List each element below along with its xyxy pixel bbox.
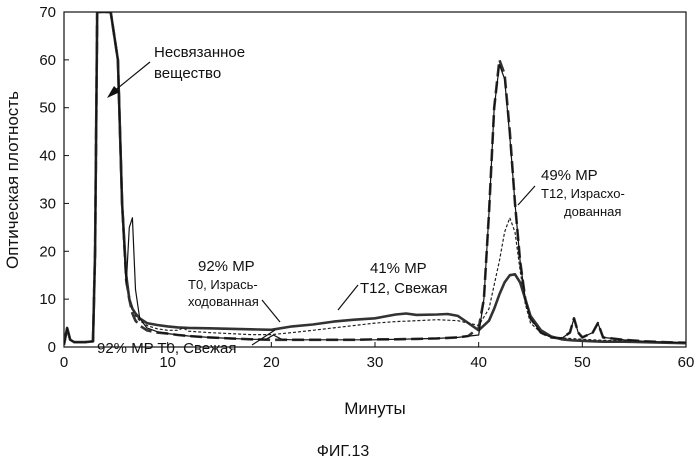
y-tick-label: 20 <box>39 243 56 260</box>
leader-92mp-t0-fresh <box>251 329 276 346</box>
leader-92mp-t0-used <box>261 299 281 323</box>
annotation-unbound-line2: вещество <box>154 65 221 82</box>
y-tick-label: 10 <box>39 291 56 308</box>
leader-49mp-t12-used <box>517 185 536 206</box>
series-layer <box>64 12 686 345</box>
annotation-92mp-t0-used-line2: T0, Изрась- <box>188 277 258 292</box>
annotation-41mp-t12-fresh-line2: T12, Свежая <box>360 280 448 297</box>
annotation-92mp-t0-used-line3: ходованная <box>188 294 259 309</box>
leader-41mp-t12-fresh <box>337 284 359 311</box>
x-tick-label: 10 <box>159 354 176 371</box>
x-tick-label: 50 <box>574 354 591 371</box>
y-tick-label: 0 <box>48 339 56 356</box>
leader-unbound-arrowhead <box>107 86 120 98</box>
x-tick-label: 60 <box>678 354 695 371</box>
annotation-41mp-t12-fresh-line1: 41% MP <box>370 260 427 277</box>
y-axis-ticks: 0 10 20 30 40 50 60 70 <box>39 4 69 356</box>
y-tick-label: 30 <box>39 195 56 212</box>
x-tick-label: 40 <box>470 354 487 371</box>
annotation-49mp-t12-used-line1: 49% MP <box>541 167 598 184</box>
x-tick-label: 20 <box>263 354 280 371</box>
annotation-49mp-t12-used-line2: T12, Израсхо- <box>541 186 625 201</box>
annotation-unbound-line1: Несвязанное <box>154 44 245 61</box>
x-tick-label: 0 <box>60 354 68 371</box>
series-line-4 <box>64 12 686 345</box>
y-tick-label: 70 <box>39 4 56 21</box>
annotation-92mp-t0-fresh: 92% MP T0, Свежая <box>97 340 236 357</box>
y-tick-label: 60 <box>39 52 56 69</box>
annotation-92mp-t0-used-line1: 92% MP <box>198 258 255 275</box>
x-axis-title: Минуты <box>344 399 406 418</box>
x-tick-label: 30 <box>367 354 384 371</box>
x-axis-ticks: 0 10 20 30 40 50 60 <box>60 342 695 371</box>
y-tick-label: 50 <box>39 100 56 117</box>
annotation-49mp-t12-used-line3: дованная <box>564 204 621 219</box>
figure-caption: ФИГ.13 <box>317 443 370 460</box>
y-axis-title: Оптическая плотность <box>3 91 22 269</box>
leader-unbound <box>112 61 151 93</box>
annotation-leaders <box>107 61 536 346</box>
y-tick-label: 40 <box>39 148 56 165</box>
